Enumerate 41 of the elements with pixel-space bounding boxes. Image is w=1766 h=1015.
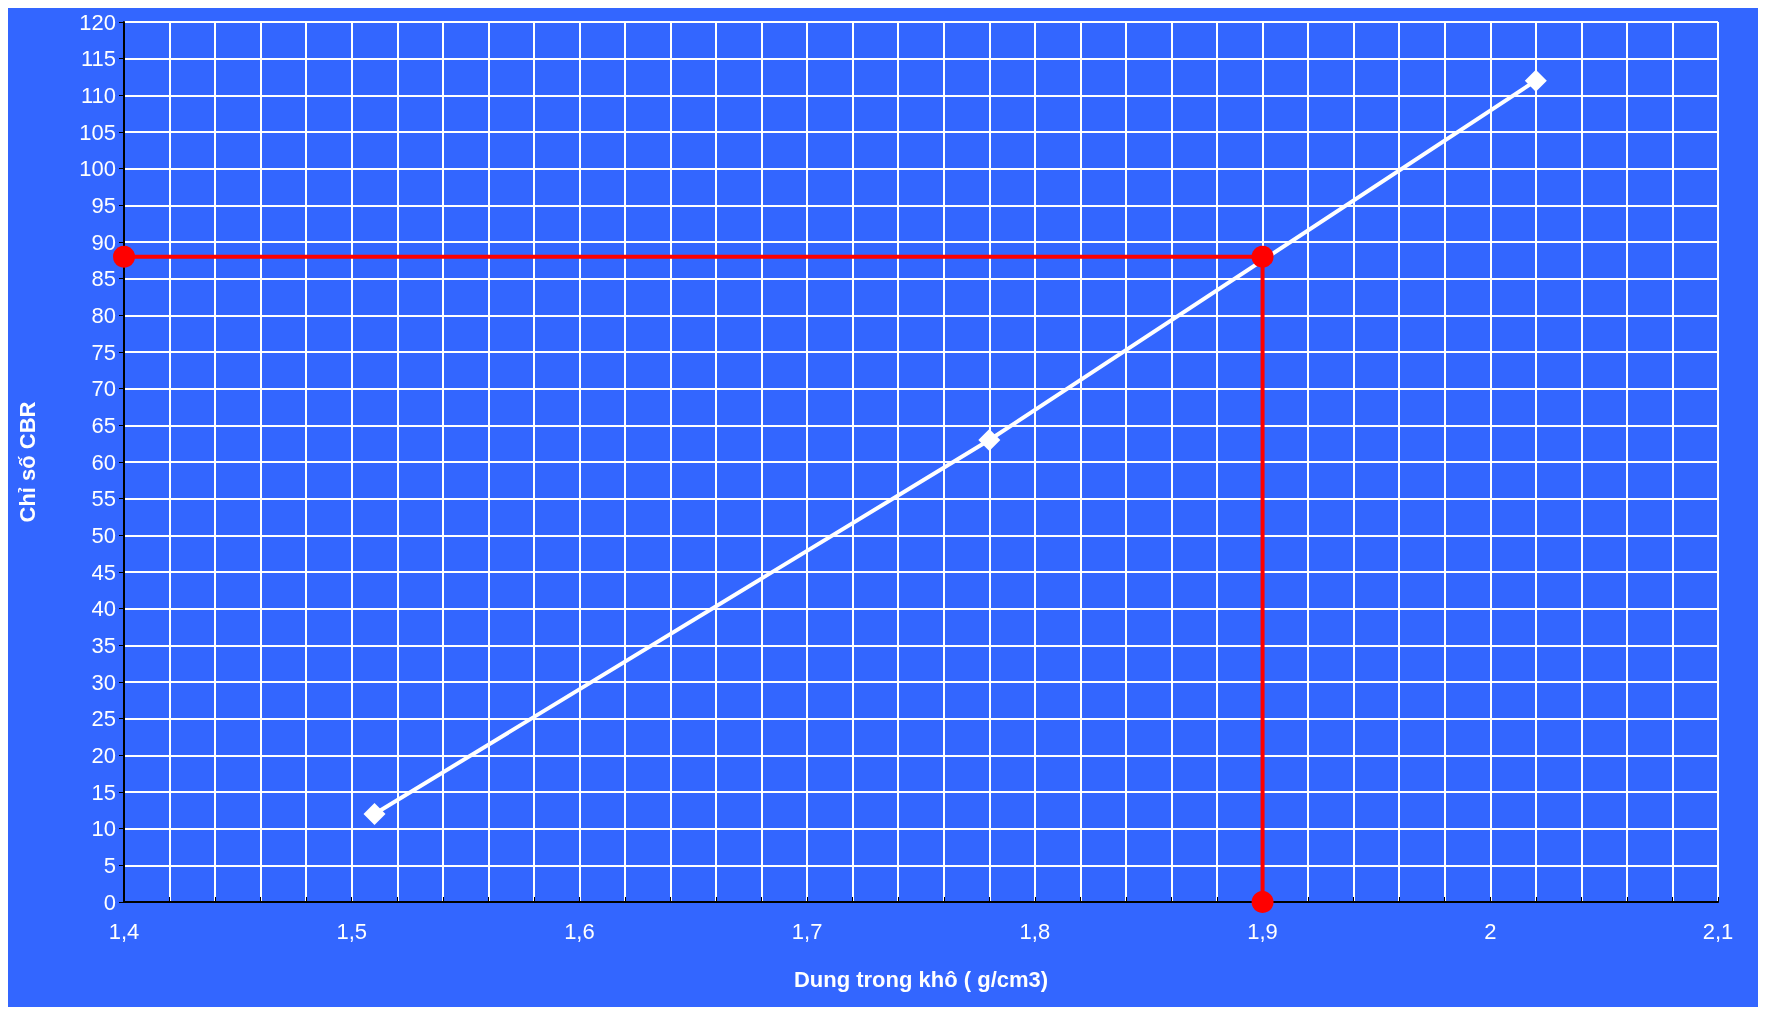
y-tick-label: 20 — [91, 742, 116, 768]
y-tick-label: 100 — [79, 156, 116, 182]
y-tick-label: 40 — [91, 596, 116, 622]
y-tick-label: 10 — [91, 816, 116, 842]
point — [1524, 69, 1547, 92]
point — [363, 803, 386, 825]
x-tick-label: 1,8 — [1019, 918, 1051, 944]
y-tick-label: 25 — [91, 706, 116, 732]
x-tick-label: 1,9 — [1247, 918, 1278, 944]
y-tick-label: 110 — [80, 82, 116, 108]
x-tick-label: 1,4 — [108, 918, 140, 944]
y-tick-label: 15 — [91, 779, 116, 805]
y-tick-label: 45 — [91, 559, 116, 585]
x-tick-label: 1,5 — [336, 918, 368, 944]
x-tick-label: 2,1 — [1702, 918, 1734, 944]
x-axis-title: Dung trong khô ( g/cm3) — [793, 966, 1049, 992]
y-axis-title: Chỉ số CBR — [14, 401, 40, 523]
y-tick-label: 50 — [91, 522, 116, 548]
y-tick-label: 95 — [91, 192, 116, 218]
y-tick-label: 115 — [80, 46, 116, 72]
point — [1251, 891, 1274, 913]
y-tick-label: 60 — [91, 449, 116, 475]
y-tick-label: 30 — [91, 669, 116, 695]
y-tick-label: 5 — [103, 852, 116, 878]
y-tick-label: 85 — [91, 266, 116, 292]
y-tick-label: 0 — [103, 889, 116, 915]
y-tick-label: 120 — [79, 9, 116, 35]
y-tick-label: 70 — [91, 376, 116, 402]
x-tick-label: 1,6 — [564, 918, 595, 944]
x-tick-label: 2 — [1484, 918, 1497, 944]
x-tick-label: 1,7 — [791, 918, 823, 944]
y-tick-label: 75 — [91, 339, 116, 365]
point — [978, 429, 1001, 451]
y-tick-label: 65 — [91, 412, 116, 438]
y-tick-label: 55 — [91, 486, 116, 512]
y-tick-label: 35 — [91, 632, 116, 658]
y-tick-label: 105 — [79, 119, 116, 145]
point — [113, 245, 135, 268]
y-tick-label: 90 — [91, 229, 116, 255]
point — [1251, 245, 1274, 268]
y-tick-label: 80 — [91, 302, 116, 328]
